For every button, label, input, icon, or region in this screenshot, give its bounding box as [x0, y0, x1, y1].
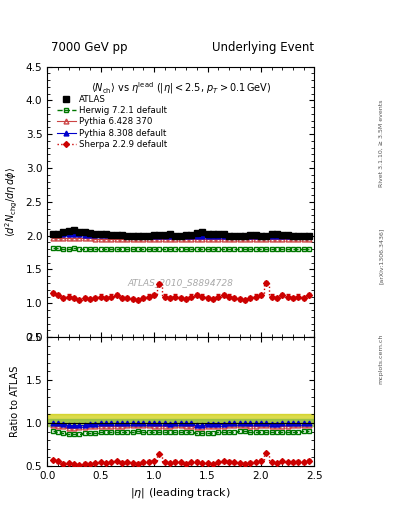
Text: [arXiv:1306.3436]: [arXiv:1306.3436]	[379, 228, 384, 284]
Text: mcplots.cern.ch: mcplots.cern.ch	[379, 333, 384, 383]
Y-axis label: $\langle d^2 N_\mathrm{chg}/d\eta\,d\phi\rangle$: $\langle d^2 N_\mathrm{chg}/d\eta\,d\phi…	[4, 167, 20, 237]
Text: Underlying Event: Underlying Event	[212, 41, 314, 54]
Text: ATLAS_2010_S8894728: ATLAS_2010_S8894728	[128, 279, 234, 287]
Legend: ATLAS, Herwig 7.2.1 default, Pythia 6.428 370, Pythia 8.308 default, Sherpa 2.2.: ATLAS, Herwig 7.2.1 default, Pythia 6.42…	[54, 93, 170, 151]
Text: 7000 GeV pp: 7000 GeV pp	[51, 41, 128, 54]
X-axis label: $|\eta|$ (leading track): $|\eta|$ (leading track)	[130, 486, 231, 500]
Text: Rivet 3.1.10, ≥ 3.5M events: Rivet 3.1.10, ≥ 3.5M events	[379, 100, 384, 187]
Y-axis label: Ratio to ATLAS: Ratio to ATLAS	[10, 366, 20, 437]
Text: $\langle N_\mathrm{ch}\rangle$ vs $\eta^\mathrm{lead}$ ($|\eta| < 2.5,\, p_T > 0: $\langle N_\mathrm{ch}\rangle$ vs $\eta^…	[90, 80, 271, 96]
